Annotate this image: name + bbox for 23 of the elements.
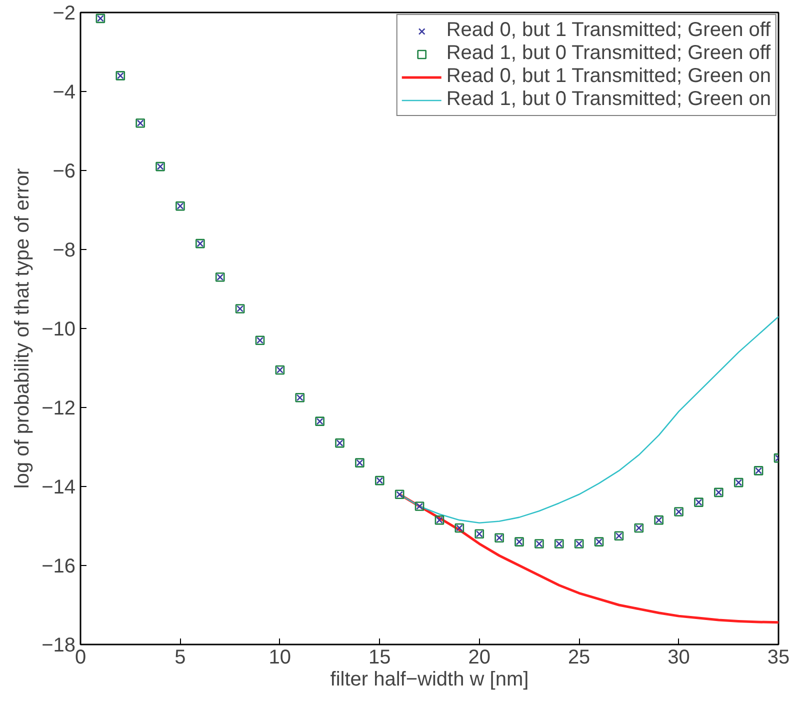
y-tick-label: −2 [52, 2, 76, 24]
legend-label: Read 0, but 1 Transmitted; Green on [446, 65, 771, 88]
x-tick-label: 15 [368, 646, 391, 668]
y-tick-label: −10 [42, 318, 76, 340]
y-tick-label: −14 [42, 476, 76, 498]
y-tick-label: −18 [42, 634, 76, 656]
x-tick-label: 30 [668, 646, 690, 668]
x-tick-label: 25 [568, 646, 590, 668]
x-tick-label: 20 [468, 646, 490, 668]
y-axis-title: log of probability of that type of error [12, 168, 34, 489]
legend-label: Read 1, but 0 Transmitted; Green on [446, 88, 771, 111]
x-axis-title: filter half−width w [nm] [330, 668, 529, 690]
y-tick-label: −4 [52, 82, 76, 104]
y-tick-label: −16 [42, 556, 76, 578]
x-tick-label: 10 [268, 646, 292, 668]
x-tick-label: 5 [174, 646, 186, 668]
y-tick-label: −8 [52, 240, 76, 262]
x-tick-label: 0 [74, 646, 86, 668]
y-tick-label: −12 [42, 398, 76, 420]
legend-label: Read 1, but 0 Transmitted; Green off [446, 42, 771, 65]
legend-label: Read 0, but 1 Transmitted; Green off [446, 19, 771, 42]
y-tick-label: −6 [52, 160, 76, 182]
x-tick-label: 35 [767, 646, 790, 668]
